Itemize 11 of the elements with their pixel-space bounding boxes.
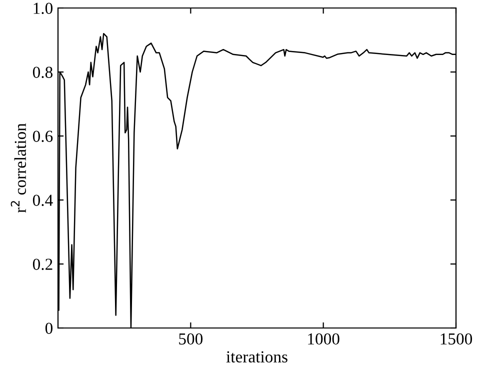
y-tick-label: 0.4 [32, 194, 53, 206]
y-tick-label: 0.2 [32, 258, 52, 270]
y-tick-label: 0.8 [32, 66, 53, 78]
y-tick-label: 1.0 [34, 2, 53, 14]
y-tick-label: 0.6 [32, 130, 53, 142]
x-axis-title: iterations [226, 351, 288, 362]
y-tick-label: 0 [45, 322, 53, 334]
x-tick-label: 500 [179, 333, 203, 345]
y-axis-title: r$^{2}$ correlation [10, 123, 26, 213]
x-tick-label: 1500 [440, 333, 472, 345]
x-tick-label: 1000 [308, 333, 340, 345]
